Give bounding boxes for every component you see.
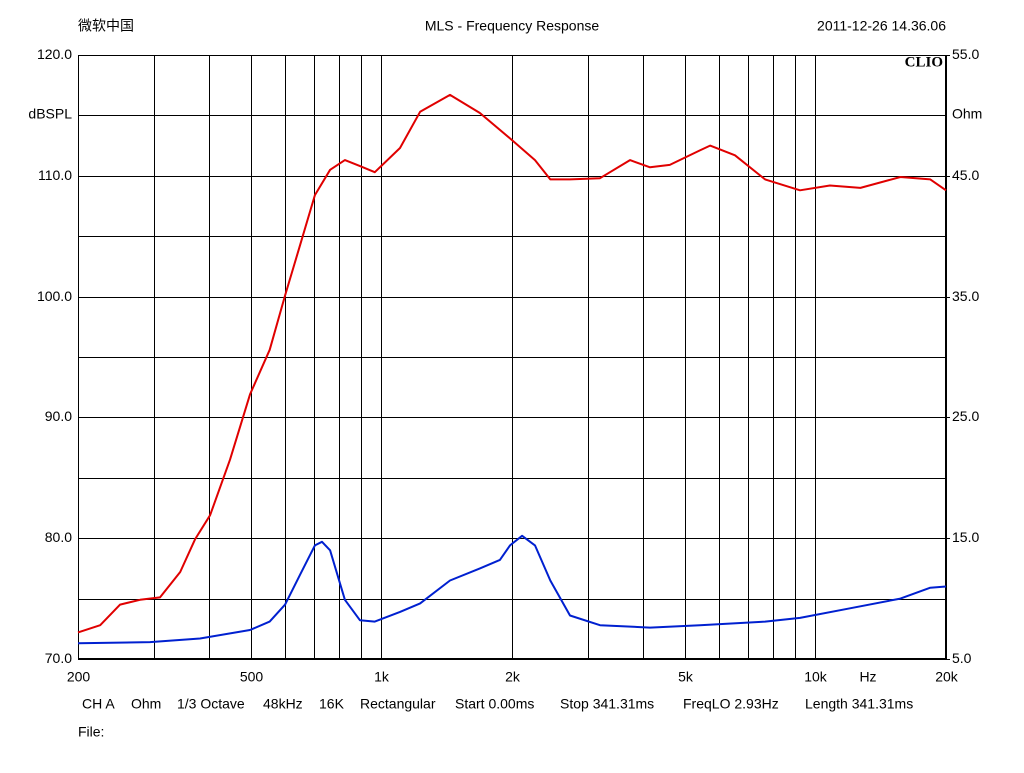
header-left: 微软中国 xyxy=(78,18,134,34)
date: 2011-12-26 14.36.06 xyxy=(817,18,946,34)
info-item: 48kHz xyxy=(263,696,303,712)
data-line xyxy=(77,534,947,645)
x-tick-label: 10k xyxy=(804,669,828,685)
y-tick-label: 70.0 xyxy=(45,650,72,666)
y-tick-label: 120.0 xyxy=(37,46,72,62)
x-tick-label: 2k xyxy=(505,669,521,685)
y-tick-label: 90.0 xyxy=(45,408,72,424)
x-tick-label: 1k xyxy=(374,669,390,685)
x-unit: Hz xyxy=(859,669,876,685)
x-tick-label: 500 xyxy=(240,669,264,685)
y2-tick-label: 35.0 xyxy=(952,288,979,304)
data-line xyxy=(77,93,947,634)
chart-title: MLS - Frequency Response xyxy=(425,18,600,34)
info-item: Ohm xyxy=(131,696,161,712)
info-item: Stop 341.31ms xyxy=(560,696,654,712)
plot-border xyxy=(78,55,946,659)
file-label: File: xyxy=(78,724,104,740)
y2-tick-label: 25.0 xyxy=(952,408,979,424)
y2-tick-label: 55.0 xyxy=(952,46,979,62)
info-item: 16K xyxy=(319,696,345,712)
y-axis-label: dBSPL xyxy=(28,106,72,122)
info-item: Length 341.31ms xyxy=(805,696,913,712)
y2-tick-label: 5.0 xyxy=(952,650,972,666)
y-tick-label: 110.0 xyxy=(38,167,72,183)
y2-tick-label: 15.0 xyxy=(952,529,979,545)
info-item: FreqLO 2.93Hz xyxy=(683,696,779,712)
y2-tick-label: 45.0 xyxy=(952,167,979,183)
x-tick-label: 5k xyxy=(678,669,694,685)
y2-axis-label: Ohm xyxy=(952,106,982,122)
y-tick-label: 100.0 xyxy=(37,288,72,304)
x-tick-label: 200 xyxy=(67,669,91,685)
info-item: Rectangular xyxy=(360,696,436,712)
info-item: CH A xyxy=(82,696,115,712)
x-tick-label: 20k xyxy=(935,669,959,685)
logo: CLIO xyxy=(905,54,943,70)
y-tick-label: 80.0 xyxy=(45,529,72,545)
info-item: Start 0.00ms xyxy=(455,696,534,712)
info-item: 1/3 Octave xyxy=(177,696,245,712)
